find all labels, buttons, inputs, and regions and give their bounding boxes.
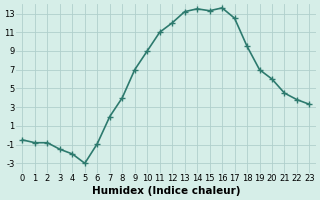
X-axis label: Humidex (Indice chaleur): Humidex (Indice chaleur) (92, 186, 240, 196)
